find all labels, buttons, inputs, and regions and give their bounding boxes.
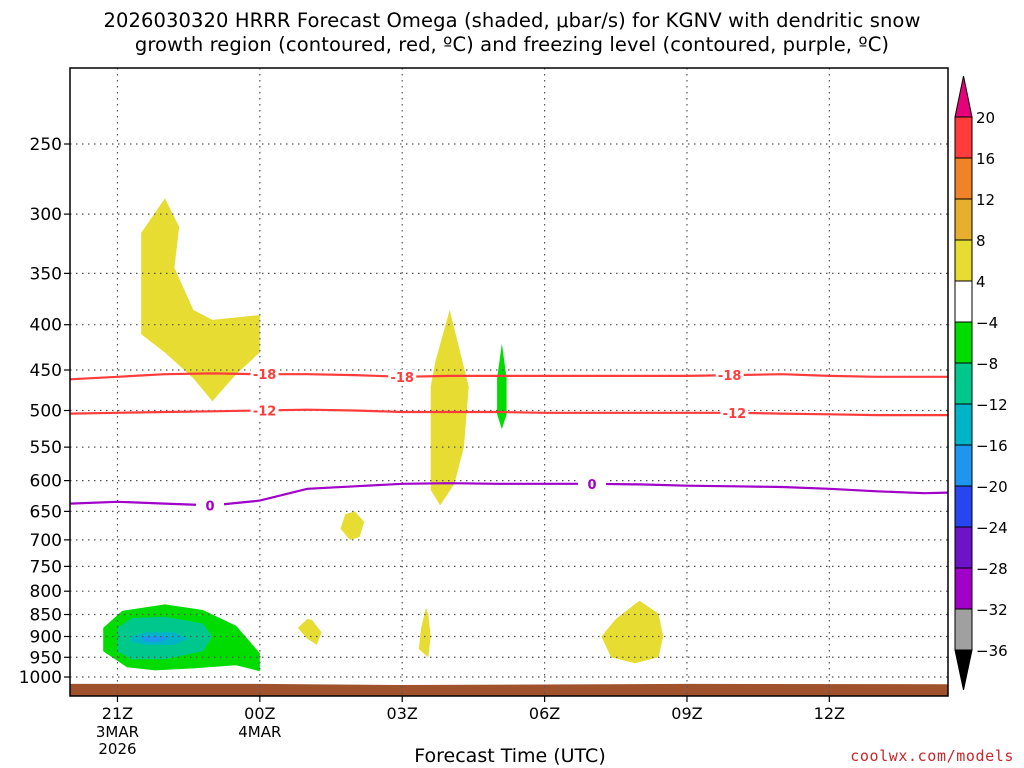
omega-region-6 xyxy=(497,343,507,430)
colorbar-label-9: −20 xyxy=(976,478,1008,496)
colorbar-label-11: −28 xyxy=(976,560,1008,578)
contour-layer: -18 -18 -18 -12 -12 0 0 xyxy=(70,367,948,514)
chart-title-line-2: growth region (contoured, red, ºC) and f… xyxy=(134,33,890,56)
colorbar-label-0: 20 xyxy=(976,109,995,127)
colorbar-label-12: −32 xyxy=(976,601,1008,619)
contour-label-bg-1-0 xyxy=(250,403,279,418)
contour-label-2-1: 0 xyxy=(588,478,597,493)
colorbar-label-4: 4 xyxy=(976,273,986,291)
contour-line-1 xyxy=(70,408,948,417)
x-tick-sublabel-1-0: 4MAR xyxy=(238,723,281,741)
x-tick-sublabel-0-1: 2026 xyxy=(98,740,136,758)
contour-label-0-2: -18 xyxy=(718,369,742,384)
contour-label-2-0: 0 xyxy=(205,499,214,514)
colorbar-segment-0 xyxy=(954,116,973,159)
omega-region-0 xyxy=(141,198,260,402)
contour-label-bg-1-1 xyxy=(720,405,749,420)
y-tick-label-850: 850 xyxy=(30,606,62,626)
y-tick-label-700: 700 xyxy=(30,531,62,551)
pressure-axis: 2503003504004505005506006507007508008509… xyxy=(19,135,70,688)
y-tick-label-500: 500 xyxy=(30,402,62,422)
colorbar-segment-2 xyxy=(954,198,973,241)
colorbar-segment-7 xyxy=(954,403,973,446)
omega-region-5 xyxy=(601,600,664,664)
x-tick-label-1: 00Z xyxy=(244,704,275,723)
colorbar-segment-9 xyxy=(954,485,973,528)
colorbar-label-3: 8 xyxy=(976,232,986,250)
x-tick-label-3: 06Z xyxy=(529,704,560,723)
contour-label-bg-2-0 xyxy=(196,498,225,513)
x-axis-label: Forecast Time (UTC) xyxy=(414,745,606,767)
omega-region-3 xyxy=(297,619,322,645)
colorbar-label-8: −16 xyxy=(976,437,1008,455)
colorbar-segment-4 xyxy=(954,280,973,323)
colorbar-overflow-low xyxy=(954,649,973,691)
y-tick-label-400: 400 xyxy=(30,316,62,336)
colorbar-segment-1 xyxy=(954,157,973,200)
contour-label-bg-0-0 xyxy=(250,367,279,382)
colorbar-label-7: −12 xyxy=(976,396,1008,414)
terrain-band xyxy=(70,683,948,696)
contour-label-1-1: -12 xyxy=(723,407,747,422)
colorbar-label-6: −8 xyxy=(976,355,998,373)
colorbar-segment-12 xyxy=(954,608,973,651)
y-tick-label-900: 900 xyxy=(30,627,62,647)
x-tick-label-5: 12Z xyxy=(814,704,845,723)
colorbar-overflow-high xyxy=(954,75,973,118)
y-tick-label-650: 650 xyxy=(30,502,62,522)
chart-title-line-1: 2026030320 HRRR Forecast Omega (shaded, … xyxy=(103,9,921,32)
x-tick-label-0: 21Z xyxy=(102,704,133,723)
omega-region-4 xyxy=(418,607,431,658)
contour-line-0 xyxy=(70,372,948,381)
x-tick-sublabel-0-0: 3MAR xyxy=(96,723,139,741)
y-tick-label-250: 250 xyxy=(30,135,62,155)
omega-region-10 xyxy=(141,635,170,642)
contour-label-bg-0-1 xyxy=(388,369,417,384)
contour-label-bg-0-2 xyxy=(715,368,744,383)
contour-label-0-1: -18 xyxy=(390,371,414,386)
site-credit: coolwx.com/models xyxy=(850,747,1014,765)
contour-label-0-0: -18 xyxy=(253,368,277,383)
y-tick-label-950: 950 xyxy=(30,648,62,668)
omega-region-1 xyxy=(430,310,469,506)
colorbar-segment-11 xyxy=(954,567,973,610)
colorbar-segment-8 xyxy=(954,444,973,487)
y-tick-label-1000: 1000 xyxy=(19,668,62,688)
y-tick-label-750: 750 xyxy=(30,557,62,577)
plot-border xyxy=(69,67,949,697)
colorbar-segment-5 xyxy=(954,321,973,364)
colorbar-label-2: 12 xyxy=(976,191,995,209)
contour-label-1-0: -12 xyxy=(253,404,277,419)
colorbar-label-13: −36 xyxy=(976,642,1008,660)
y-tick-label-600: 600 xyxy=(30,472,62,492)
plot-frame-layer xyxy=(69,67,949,697)
colorbar-label-5: −4 xyxy=(976,314,998,332)
omega-region-2 xyxy=(340,511,365,540)
colorbar-segment-10 xyxy=(954,526,973,569)
x-tick-label-4: 09Z xyxy=(671,704,702,723)
y-tick-label-350: 350 xyxy=(30,264,62,284)
y-tick-label-800: 800 xyxy=(30,582,62,602)
colorbar-segment-3 xyxy=(954,239,973,282)
colorbar: 20 16 12 8 4 −4 −8 −12 −16 −20 −24 −28 −32 −36 xyxy=(954,75,1008,691)
y-tick-label-550: 550 xyxy=(30,438,62,458)
contour-label-bg-2-1 xyxy=(578,476,607,491)
colorbar-label-10: −24 xyxy=(976,519,1008,537)
shaded-regions-layer xyxy=(70,198,948,696)
colorbar-segment-6 xyxy=(954,362,973,405)
y-tick-label-450: 450 xyxy=(30,361,62,381)
grid-layer xyxy=(70,68,948,696)
x-tick-label-2: 03Z xyxy=(387,704,418,723)
y-tick-label-300: 300 xyxy=(30,205,62,225)
colorbar-label-1: 16 xyxy=(976,150,995,168)
